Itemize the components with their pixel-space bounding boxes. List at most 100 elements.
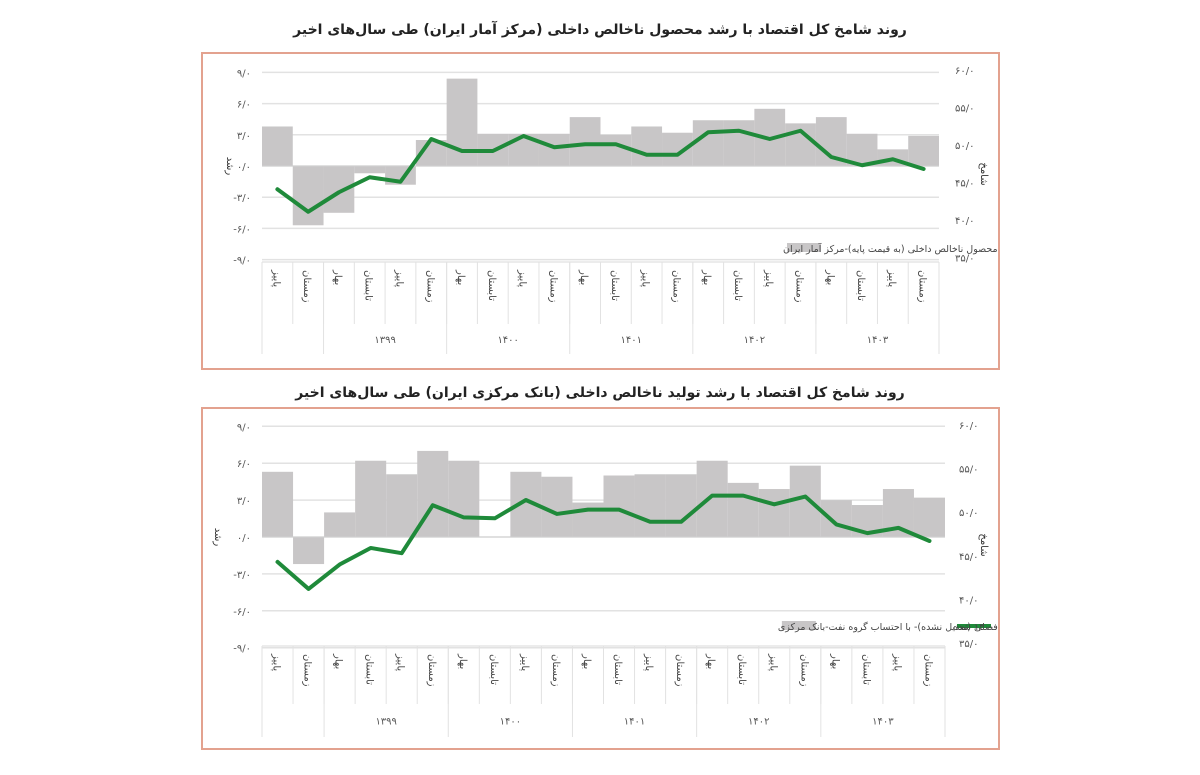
x-category-label: بهار [581, 653, 592, 669]
x-category-label: زمستان [794, 270, 805, 303]
left-axis-tick-label: ۹/۰ [237, 68, 251, 79]
right-axis-tick-label: ۵۵/۰ [959, 465, 978, 476]
left-axis-tick-label: ۹/۰ [237, 422, 251, 433]
chart-1-frame: ۹/۰ ۶/۰ ۳/۰ ۰/۰ -۳/۰ -۶/۰ -۹/۰ ۶۰/۰ ۵۵/۰ ۵۰/۰ ۴۵/۰… [201, 52, 1019, 370]
x-category-label: بهار [829, 653, 840, 669]
bar [723, 120, 755, 166]
year-label: ۱۳۹۹ [374, 335, 395, 346]
right-axis-tick-label: ۵۵/۰ [955, 104, 974, 115]
bar [600, 134, 632, 166]
x-category-label: پاییز [393, 269, 404, 287]
shamekh-line [275, 493, 932, 591]
chart-2-title: روند شامخ کل اقتصاد با رشد تولید ناخالص … [295, 385, 905, 401]
bar [541, 476, 573, 537]
x-category-label: تابستان [732, 270, 743, 301]
left-axis-tick-label: ۰/۰ [237, 533, 251, 544]
x-category-label: زمستان [302, 654, 313, 687]
left-axis-tick-label: -۳/۰ [233, 193, 251, 204]
bar [634, 474, 666, 537]
right-axis-title: شامخ [978, 533, 989, 556]
year-label: ۱۴۰۲ [744, 335, 765, 346]
year-label: ۱۴۰۱ [621, 335, 642, 346]
left-axis-tick-label: ۳/۰ [237, 496, 251, 507]
bar [758, 489, 790, 537]
legend-label: رشد محصول ناخالص داخلی (به قیمت پایه)-مر… [783, 242, 998, 255]
bar [354, 166, 386, 174]
x-category-label: زمستان [550, 654, 561, 687]
chart-2-plot: ۹/۰ ۶/۰ ۳/۰ ۰/۰ -۳/۰ -۶/۰ -۹/۰ ۶۰/۰ ۵۵/۰ ۵۰/۰ ۴۵/۰… [212, 421, 1173, 737]
right-axis-tick-label: ۵۰/۰ [959, 508, 978, 519]
right-axis-tick-label: ۴۰/۰ [959, 595, 978, 606]
bar [324, 512, 356, 537]
x-category-label: پاییز [395, 653, 406, 671]
left-axis-tick-label: ۰/۰ [237, 162, 251, 173]
left-axis-title: رشد [212, 528, 223, 547]
bar [538, 133, 570, 166]
shamekh-line [275, 128, 926, 214]
right-axis-tick-label: ۴۵/۰ [959, 552, 978, 563]
x-category-label: بهار [701, 269, 712, 285]
x-category-label: پاییز [519, 653, 530, 671]
bar [603, 475, 635, 537]
left-axis-tick-label: -۶/۰ [233, 607, 251, 618]
bar [262, 126, 293, 166]
right-axis-title: شامخ [978, 162, 989, 185]
x-category-label: بهار [332, 269, 343, 285]
bar [569, 117, 601, 166]
x-category-label: بهار [455, 269, 466, 285]
x-category-label: پاییز [886, 269, 897, 287]
left-axis-tick-label: ۶/۰ [237, 100, 251, 111]
bar [789, 465, 821, 537]
left-axis-title: رشد [224, 157, 235, 176]
bar [292, 166, 324, 226]
bar [262, 471, 294, 537]
x-category-label: پاییز [767, 653, 778, 671]
year-label: ۱۴۰۳ [867, 335, 889, 346]
bar [323, 166, 355, 213]
left-axis-tick-label: -۹/۰ [233, 644, 251, 655]
bar [696, 460, 728, 537]
year-label: ۱۴۰۲ [748, 717, 769, 728]
bar [913, 497, 945, 537]
left-axis-tick-label: -۳/۰ [233, 570, 251, 581]
x-category-label: پاییز [517, 269, 528, 287]
bar [293, 537, 325, 565]
chart-1-plot: ۹/۰ ۶/۰ ۳/۰ ۰/۰ -۳/۰ -۶/۰ -۹/۰ ۶۰/۰ ۵۵/۰ ۵۰/۰ ۴۵/۰… [224, 66, 1019, 354]
x-category-label: تابستان [612, 654, 623, 685]
x-category-label: تابستان [609, 270, 620, 301]
bar [908, 135, 939, 166]
x-category-label: پاییز [271, 653, 282, 671]
left-axis-tick-label: ۶/۰ [237, 459, 251, 470]
bar [665, 474, 697, 537]
x-category-label: پاییز [763, 269, 774, 287]
year-label: ۱۳۹۹ [375, 717, 396, 728]
bar [386, 474, 418, 537]
x-category-label: تابستان [488, 654, 499, 685]
x-category-label: زمستان [798, 654, 809, 687]
right-axis-tick-label: ۳۵/۰ [959, 639, 978, 650]
x-category-label: زمستان [426, 654, 437, 687]
x-category-label: پاییز [643, 653, 654, 671]
x-category-label: بهار [578, 269, 589, 285]
bar [662, 132, 693, 166]
legend-bar-swatch [781, 621, 816, 630]
x-category-label: پاییز [270, 269, 281, 287]
year-label: ۱۴۰۱ [624, 717, 645, 728]
bar [692, 120, 724, 166]
x-category-label: زمستان [547, 270, 558, 303]
bar [820, 500, 852, 537]
legend-label: رشد تولید ناخالص داخلی به قیمت ثابت سال … [778, 621, 998, 633]
x-category-label: زمستان [674, 654, 685, 687]
right-axis-tick-label: ۶۰/۰ [955, 66, 974, 77]
x-category-label: زمستان [301, 270, 312, 303]
bar [355, 460, 387, 537]
x-category-label: تابستان [363, 270, 374, 301]
chart-1-title: روند شامخ کل اقتصاد با رشد محصول ناخالص … [293, 22, 907, 38]
x-category-label: بهار [333, 653, 344, 669]
left-axis-tick-label: -۹/۰ [233, 256, 251, 267]
left-axis-tick-label: ۳/۰ [237, 131, 251, 142]
right-axis-tick-label: ۵۰/۰ [955, 141, 974, 152]
right-axis-tick-label: ۶۰/۰ [959, 421, 978, 432]
x-category-label: تابستان [855, 270, 866, 301]
x-category-label: تابستان [486, 270, 497, 301]
